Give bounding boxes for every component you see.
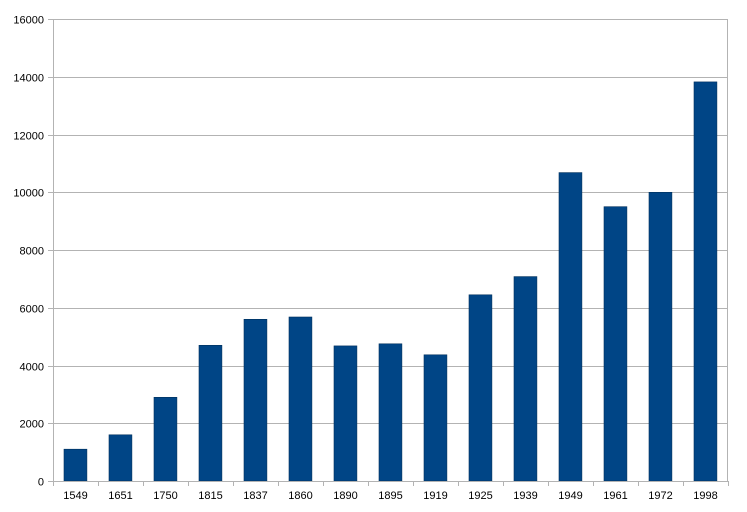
x-tick-label: 1961 [603,490,627,502]
y-axis-tick-labels: 0 2000 4000 6000 8000 10000 12000 14000 16000 [13,15,44,489]
x-tick-label: 1860 [288,490,312,502]
bar-1860 [288,316,313,482]
x-tick-label: 1949 [558,490,582,502]
x-tick-label: 1549 [63,490,87,502]
x-tick-label: 1919 [423,490,447,502]
bar-1750 [153,396,178,482]
bars [63,81,718,482]
x-tick-label: 1815 [198,490,222,502]
bar-1972 [648,192,673,482]
bar-1925 [468,294,493,482]
y-tick-label: 4000 [20,362,44,374]
x-tick-label: 1925 [468,490,492,502]
bar-1939 [513,276,538,482]
y-tick-label: 12000 [13,131,44,143]
bar-1549 [63,448,88,482]
x-axis-tick-labels: 1549 1651 1750 1815 1837 1860 1890 1895 1919 1925… [63,490,717,502]
y-tick-label: 0 [38,477,44,489]
x-tick-label: 1890 [333,490,357,502]
bar-1890 [333,345,358,482]
x-tick-label: 1651 [108,490,132,502]
y-tick-label: 10000 [13,188,44,200]
y-tick-label: 2000 [20,419,44,431]
bar-1651 [108,434,133,482]
x-tick-label: 1895 [378,490,402,502]
bar-1961 [603,206,628,482]
y-tick-label: 16000 [13,15,44,27]
bar-1815 [198,344,223,482]
plot-area-border [53,19,728,482]
x-tick-label: 1972 [648,490,672,502]
x-tick-label: 1750 [153,490,177,502]
x-tick-label: 1939 [513,490,537,502]
x-tick-label: 1837 [243,490,267,502]
bar-1895 [378,343,403,482]
y-tick-label: 6000 [20,304,44,316]
bar-1919 [423,354,448,482]
x-tick-label: 1998 [693,490,717,502]
y-tick-label: 8000 [20,246,44,258]
bar-1998 [693,81,718,482]
bar-1949 [558,172,583,482]
bar-1837 [243,318,268,482]
y-tick-label: 14000 [13,73,44,85]
